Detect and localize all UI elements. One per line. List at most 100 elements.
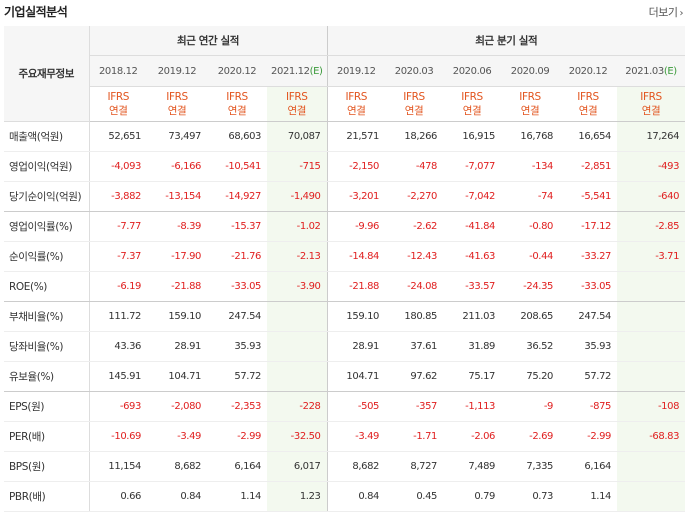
standard-bottom: 연결 [641,105,661,117]
table-cell: -9.96 [326,211,386,242]
table-cell: 111.72 [89,301,147,332]
table-cell: -17.90 [147,241,207,272]
chevron-right-icon: › [679,8,684,19]
table-cell: 145.91 [89,361,147,392]
table-cell: -640 [617,181,686,212]
table-cell: 18,266 [385,121,444,152]
table-cell: -715 [267,151,328,182]
table-cell: 6,164 [207,451,267,482]
table-row: 당좌비율(%) 43.36 28.91 35.93 28.91 37.61 31.89 36.… [4,331,686,362]
table-cell: 11,154 [89,451,147,482]
period-header: 2020.03 [385,55,444,87]
row-label: 영업이익(억원) [4,151,90,182]
table-cell: 16,654 [559,121,618,152]
table-cell: -32.50 [267,421,328,452]
table-cell: 35.93 [559,331,618,362]
accounting-standard: IFRS 연결 [267,86,328,122]
period-label: 2019.12 [157,65,197,77]
accounting-standard: IFRS 연결 [147,86,207,122]
period-label: 2020.06 [452,65,492,77]
period-label: 2019.12 [336,65,376,77]
table-cell: -134 [501,151,560,182]
table-cell: -1.02 [267,211,328,242]
accounting-standard: IFRS 연결 [617,86,686,122]
period-header: 2020.09 [501,55,560,87]
table-cell: -493 [617,151,686,182]
table-cell: 6,164 [559,451,618,482]
table-cell: -33.27 [559,241,618,272]
table-cell: 28.91 [326,331,386,362]
table-cell: 247.54 [207,301,267,332]
table-cell: -3,882 [89,181,147,212]
table-cell: -3.49 [147,421,207,452]
table-cell: 73,497 [147,121,207,152]
accounting-standard: IFRS 연결 [559,86,618,122]
row-label: 당좌비율(%) [4,331,90,362]
table-cell: 68,603 [207,121,267,152]
table-cell: -24.35 [501,271,560,302]
table-cell: -6.19 [89,271,147,302]
row-label: 매출액(억원) [4,121,90,152]
table-cell: 37.61 [385,331,444,362]
table-cell: -7.37 [89,241,147,272]
table-cell: -505 [326,391,386,422]
table-cell: -2.69 [501,421,560,452]
table-cell: 16,915 [443,121,502,152]
table-cell: -21.76 [207,241,267,272]
row-label: 영업이익률(%) [4,211,90,242]
row-label: ROE(%) [4,271,90,302]
table-cell: -21.88 [326,271,386,302]
table-cell: 17,264 [617,121,686,152]
accounting-standard: IFRS 연결 [326,86,386,122]
table-cell: -9 [501,391,560,422]
period-header: 2021.03(E) [617,55,686,87]
standard-top: IFRS [286,91,308,103]
table-cell: -0.80 [501,211,560,242]
table-cell: -2,150 [326,151,386,182]
table-cell: -357 [385,391,444,422]
table-cell: -41.84 [443,211,502,242]
table-cell: -3.90 [267,271,328,302]
more-link[interactable]: 더보기 › [648,4,684,20]
table-cell: -1.71 [385,421,444,452]
table-cell: -2.99 [207,421,267,452]
period-header: 2019.12 [326,55,386,87]
table-cell: -2,851 [559,151,618,182]
table-cell: 159.10 [147,301,207,332]
table-row: 당기순이익(억원) -3,882 -13,154 -14,927 -1,490 -3,20… [4,181,686,212]
standard-bottom: 연결 [167,105,187,117]
standard-bottom: 연결 [347,105,366,117]
standard-bottom: 연결 [108,105,128,117]
table-row: 부채비율(%) 111.72 159.10 247.54 159.10 180.85 211… [4,301,686,332]
table-cell: -15.37 [207,211,267,242]
table-cell: -7.77 [89,211,147,242]
accounting-standard: IFRS 연결 [501,86,560,122]
table-row: BPS(원) 11,154 8,682 6,164 6,017 8,682 8,727 7,4… [4,451,686,482]
table-cell: 7,489 [443,451,502,482]
table-cell: -12.43 [385,241,444,272]
standard-bottom: 연결 [287,105,307,117]
table-cell: -2,080 [147,391,207,422]
table-cell: 180.85 [385,301,444,332]
table-cell: 104.71 [326,361,386,392]
period-label: 2021.03 [625,65,664,77]
table-cell: 247.54 [559,301,618,332]
table-cell: -0.44 [501,241,560,272]
more-label: 더보기 [648,6,678,19]
table-cell [617,451,686,482]
table-cell: -2.13 [267,241,328,272]
row-label: PER(배) [4,421,90,452]
table-cell: 7,335 [501,451,560,482]
standard-top: IFRS [107,91,130,103]
standard-bottom: 연결 [227,105,247,117]
table-cell: 6,017 [267,451,328,482]
accounting-standard: IFRS 연결 [89,86,147,122]
period-header: 2020.12 [207,55,267,87]
table-cell: -228 [267,391,328,422]
standard-bottom: 연결 [578,105,598,117]
table-cell: -74 [501,181,560,212]
standard-top: IFRS [166,91,188,103]
table-cell: 8,727 [385,451,444,482]
accounting-standard: IFRS 연결 [207,86,267,122]
table-cell: 57.72 [559,361,618,392]
